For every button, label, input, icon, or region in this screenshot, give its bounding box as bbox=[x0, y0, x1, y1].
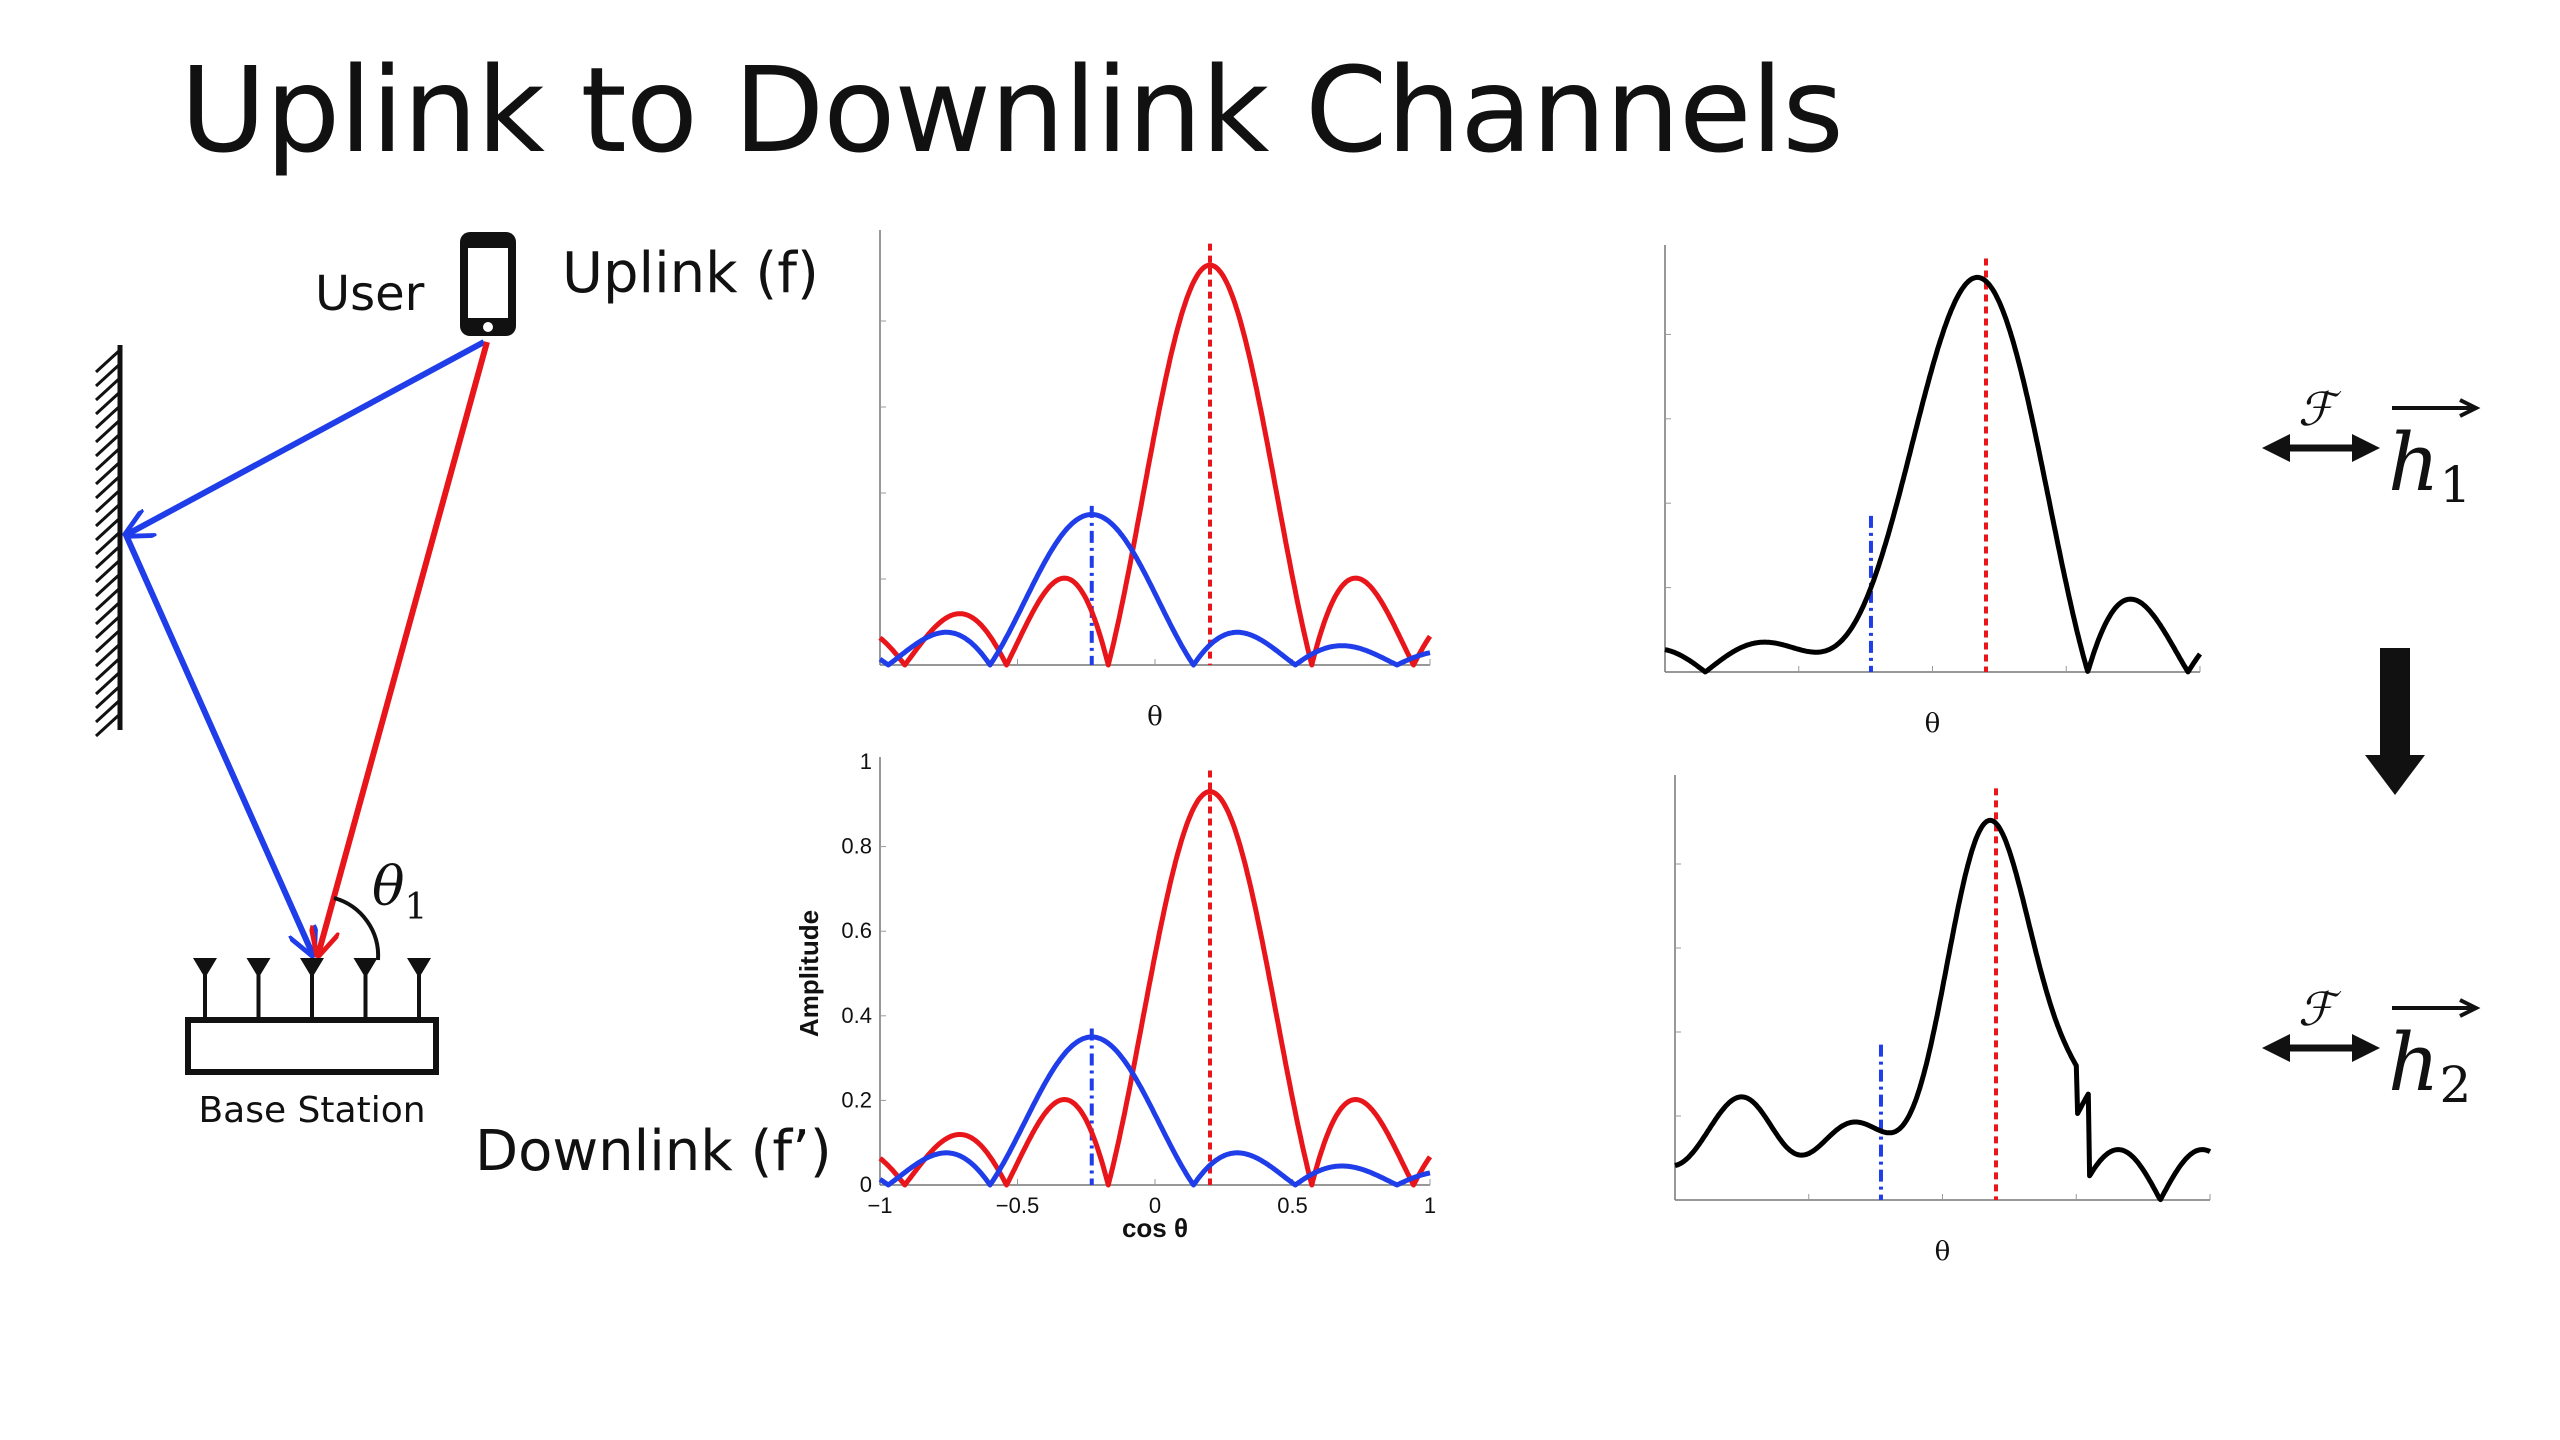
phone-icon bbox=[460, 232, 516, 336]
antenna-icon bbox=[407, 958, 431, 978]
base-station bbox=[185, 958, 439, 1075]
series-line bbox=[878, 512, 1432, 668]
vector-h1: h1 bbox=[2388, 416, 2471, 514]
x-tick-label: 1 bbox=[1424, 1193, 1436, 1218]
series-line bbox=[1673, 817, 2212, 1203]
downlink-paths-chart: −1 −0.5 0 0.5 1 0 0.2 0.4 0.6 0.8 1 cos θ Amplitude bbox=[794, 749, 1436, 1243]
series-line bbox=[878, 789, 1433, 1188]
angle-arc bbox=[333, 896, 381, 961]
series-line bbox=[878, 1034, 1432, 1188]
angle-label: θ1 bbox=[372, 855, 427, 928]
base-station-label: Base Station bbox=[198, 1090, 425, 1131]
series-line bbox=[1663, 274, 2203, 675]
propagation-scene: User Uplink (f) θ1 Base Station Downlink… bbox=[94, 232, 832, 1184]
fourier-symbol-2: ℱ bbox=[2298, 982, 2342, 1036]
series-line bbox=[878, 262, 1433, 668]
x-axis-label: θ bbox=[1147, 702, 1163, 732]
x-tick-label: −0.5 bbox=[996, 1193, 1039, 1218]
y-tick-label: 0.4 bbox=[841, 1003, 872, 1028]
reflected-path-to-base bbox=[123, 533, 313, 955]
x-axis-label: θ bbox=[1925, 709, 1941, 739]
reflecting-wall bbox=[94, 345, 123, 738]
x-tick-label: 0.5 bbox=[1277, 1193, 1308, 1218]
y-tick-label: 0 bbox=[860, 1172, 872, 1197]
direct-path bbox=[318, 341, 490, 955]
slide-title: Uplink to Downlink Channels bbox=[180, 41, 1844, 179]
double-arrow-icon bbox=[2262, 1034, 2380, 1062]
x-axis-label: θ bbox=[1935, 1237, 1951, 1267]
antenna-icon bbox=[246, 958, 271, 978]
transform-downlink: ℱ h2 bbox=[2262, 982, 2481, 1114]
x-tick-label: 0 bbox=[1149, 1193, 1161, 1218]
uplink-label: Uplink (f) bbox=[562, 241, 819, 306]
x-axis-label: cos θ bbox=[1122, 1213, 1188, 1243]
uplink-combined-chart: θ bbox=[1663, 245, 2203, 739]
antenna-icon bbox=[193, 958, 217, 978]
vector-h2: h2 bbox=[2388, 1016, 2471, 1114]
antenna-icon bbox=[300, 958, 324, 978]
double-arrow-icon bbox=[2262, 434, 2380, 462]
y-axis-label: Amplitude bbox=[794, 910, 824, 1037]
downlink-label: Downlink (f’) bbox=[475, 1119, 832, 1184]
fourier-symbol-1: ℱ bbox=[2298, 382, 2342, 436]
x-tick-label: −1 bbox=[867, 1193, 892, 1218]
transform-uplink: ℱ h1 bbox=[2262, 382, 2481, 514]
antenna-array bbox=[193, 958, 431, 1020]
antenna-icon bbox=[353, 958, 378, 978]
downlink-combined-chart: θ bbox=[1673, 775, 2212, 1267]
y-tick-label: 0.6 bbox=[841, 918, 872, 943]
y-tick-label: 1 bbox=[860, 749, 872, 774]
user-label: User bbox=[315, 266, 425, 322]
y-tick-label: 0.2 bbox=[841, 1087, 872, 1112]
uplink-paths-chart: θ bbox=[878, 230, 1433, 732]
y-tick-label: 0.8 bbox=[841, 834, 872, 859]
reflected-path-to-wall bbox=[126, 339, 486, 535]
down-arrow-icon bbox=[2365, 648, 2425, 795]
